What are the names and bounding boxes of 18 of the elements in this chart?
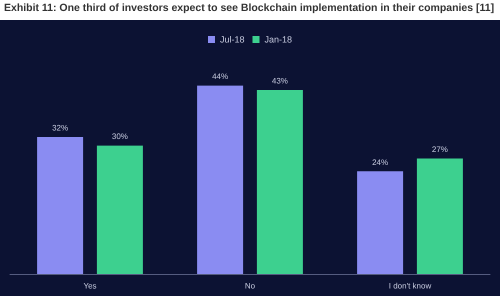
chart-title: Exhibit 11: One third of investors expect to see Blockchain implementation in their companies [11] <box>4 2 496 16</box>
bar <box>357 171 404 274</box>
data-label: 27% <box>432 144 448 154</box>
bar <box>256 90 303 274</box>
legend-label: Jul-18 <box>220 34 244 44</box>
legend-label: Jan-18 <box>264 34 292 44</box>
data-label: 43% <box>272 76 288 86</box>
x-tick-label: No <box>244 282 256 290</box>
x-tick-label: Yes <box>83 282 97 290</box>
x-tick-label: I don't know <box>388 282 432 290</box>
bar <box>416 158 463 274</box>
data-label: 44% <box>212 72 228 82</box>
bar <box>96 146 143 274</box>
data-label: 24% <box>372 158 388 167</box>
bar <box>37 137 84 274</box>
data-label: 32% <box>52 124 68 133</box>
bar <box>197 86 244 274</box>
data-label: 30% <box>112 132 128 142</box>
